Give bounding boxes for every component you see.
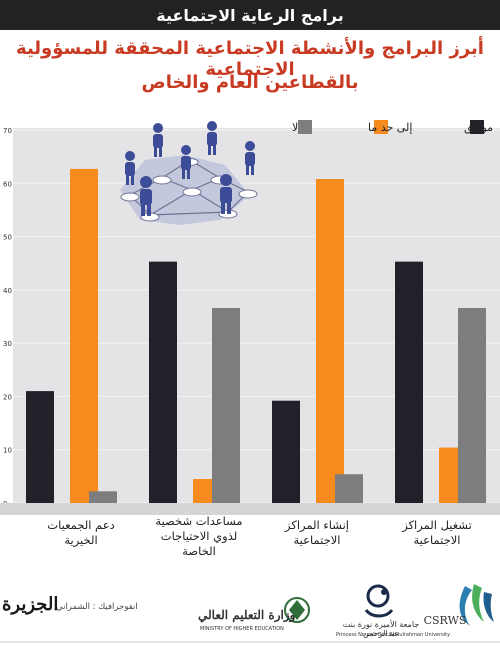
- legend: موافق إلى حد ما لا: [292, 120, 493, 135]
- pnu-name-en: Princess Nourah Bint Abdulrahman Univers…: [336, 632, 451, 638]
- y-tick-label: 20: [3, 393, 12, 401]
- mohe-name-ar: وزارة التعليم العالي: [198, 608, 296, 622]
- category-band: [0, 503, 500, 515]
- chart: 010203040506070: [0, 120, 500, 519]
- y-axis-ticks: 010203040506070: [3, 127, 12, 508]
- bar-somewhat: [70, 168, 98, 504]
- category-label-line: دعم الجمعيات: [47, 518, 115, 532]
- legend-label-agree: موافق: [464, 121, 493, 135]
- legend-label-somewhat: إلى حد ما: [368, 121, 412, 134]
- header-bar: برامج الرعاية الاجتماعية: [0, 0, 500, 30]
- footer-logos-svg: [0, 584, 500, 643]
- category-label-operate-centers: تشغيل المراكز الاجتماعية: [378, 518, 496, 548]
- category-label-build-centers: إنشاء المراكز الاجتماعية: [258, 518, 376, 548]
- bar-no: [335, 474, 363, 503]
- bar-no: [212, 307, 240, 503]
- category-label-line: تشغيل المراكز: [402, 518, 472, 532]
- y-tick-label: 50: [3, 234, 12, 242]
- y-tick-label: 40: [3, 287, 12, 295]
- bar-agree: [149, 261, 177, 503]
- credit-text: انفوجرافيك : الشمراني: [56, 602, 138, 612]
- csrws-logo-icon: [459, 584, 494, 626]
- bar-no: [458, 307, 486, 503]
- bar-agree: [395, 261, 423, 503]
- mohe-name-en: MINISTRY OF HIGHER EDUCATION: [200, 626, 284, 632]
- people-network-icon: [120, 121, 258, 225]
- bar-somewhat: [316, 179, 344, 503]
- footer: CSRWS جامعة الأميرة نورة بنت عبدالرحمن P…: [0, 580, 500, 644]
- page-subtitle: بالقطاعين العام والخاص: [141, 72, 359, 93]
- section-title: برامج الرعاية الاجتماعية: [156, 6, 344, 25]
- bar-chart-svg: 010203040506070: [0, 120, 500, 515]
- category-label-special-needs: مساعدات شخصية لذوي الاحتياجات الخاصة: [140, 514, 258, 559]
- bar-no: [89, 491, 117, 503]
- mohe-logo-icon: [284, 597, 310, 623]
- legend-swatch-no: [298, 120, 312, 134]
- y-tick-label: 60: [3, 180, 12, 188]
- bar-agree: [272, 400, 300, 503]
- category-label-line: الخيرية: [64, 533, 98, 547]
- legend-label-no: لا: [292, 121, 298, 134]
- category-label-line: الخاصة: [182, 544, 216, 558]
- category-label-line: إنشاء المراكز: [285, 518, 349, 532]
- page-title: أبرز البرامج والأنشطة الاجتماعية المحققة…: [16, 38, 484, 80]
- pnu-name-ar: جامعة الأميرة نورة بنت عبدالرحمن: [342, 620, 420, 638]
- bar-agree: [26, 391, 54, 503]
- legend-swatch-somewhat: [374, 120, 388, 134]
- legend-swatch-agree: [470, 120, 484, 134]
- category-label-charities: دعم الجمعيات الخيرية: [22, 518, 140, 548]
- category-label-line: مساعدات شخصية: [155, 514, 243, 528]
- category-label-line: الاجتماعية: [293, 533, 341, 547]
- y-tick-label: 10: [3, 447, 12, 455]
- y-tick-label: 30: [3, 340, 12, 348]
- bars: [26, 168, 486, 504]
- category-label-line: لذوي الاحتياجات: [160, 529, 238, 543]
- brand-logo: الجزيرة: [2, 594, 59, 615]
- csrws-wordmark: CSRWS: [423, 614, 467, 627]
- pnu-logo-icon: [364, 584, 394, 618]
- category-label-line: الاجتماعية: [413, 533, 461, 547]
- y-tick-label: 70: [3, 127, 12, 135]
